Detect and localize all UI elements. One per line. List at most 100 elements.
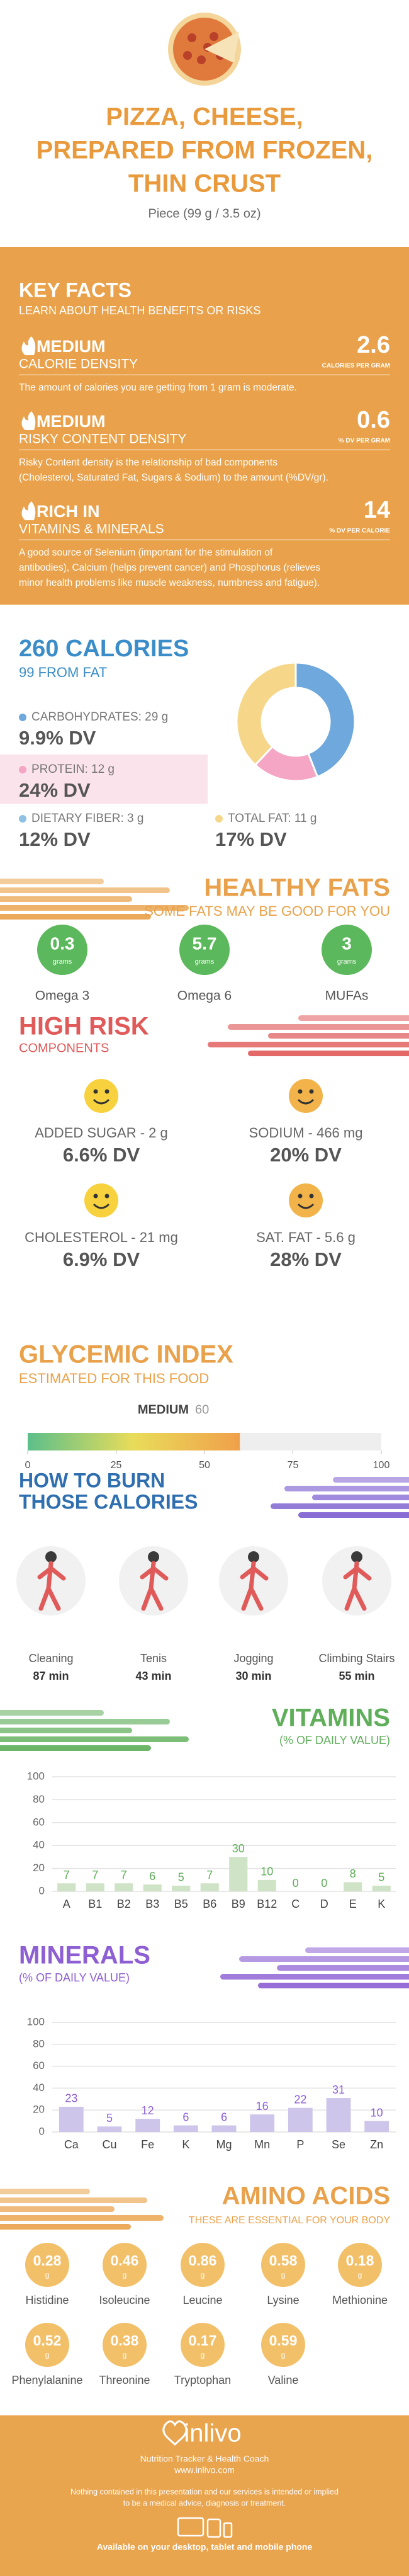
value-label: 0 [321, 1877, 327, 1889]
fact-value: 0.6 [357, 407, 390, 433]
amino-circle [103, 2243, 147, 2287]
value-label: 31 [332, 2083, 345, 2096]
x-tick-label: Mn [254, 2138, 270, 2151]
x-tick-label: P [296, 2138, 304, 2151]
value-label: 6 [221, 2111, 227, 2123]
value-label: 16 [256, 2100, 269, 2112]
section-title: THOSE CALORIES [19, 1490, 198, 1513]
level: RICH IN [36, 502, 100, 521]
value-label: 5 [106, 2112, 113, 2124]
fact-description: (Cholesterol, Saturated Fat, Sugars & So… [19, 472, 328, 483]
fact-unit: CALORIES PER GRAM [322, 363, 390, 370]
smiley [84, 1079, 118, 1113]
y-tick-label: 100 [27, 2015, 45, 2027]
decor-stripe [0, 887, 170, 893]
x-tick-label: B2 [117, 1898, 131, 1910]
value-label: 0 [293, 1877, 299, 1889]
amino-name: Phenylalanine [11, 2374, 82, 2386]
decor-stripe [305, 1947, 409, 1953]
value-label: 12 [142, 2104, 154, 2117]
smiley-eye [298, 1194, 303, 1199]
risk-dv: 6.6% DV [63, 1144, 140, 1166]
section-title: GLYCEMIC INDEX [19, 1341, 233, 1369]
value-label: 10 [371, 2106, 383, 2119]
device-icon [206, 2518, 221, 2538]
amino-name: Histidine [25, 2294, 69, 2306]
section-subtitle: SOME FATS MAY BE GOOD FOR YOU [144, 903, 390, 919]
activity-name: Jogging [233, 1652, 273, 1665]
nutrient-name: DIETARY FIBER: 3 g [31, 812, 143, 825]
fat-circle [322, 925, 372, 975]
fact-unit: % DV PER CALORIE [329, 528, 390, 535]
value-label: 30 [232, 1842, 245, 1855]
amino-value: 0.17 [189, 2332, 217, 2349]
decor-stripe [277, 1965, 409, 1971]
logo-heart [162, 2420, 188, 2446]
amino-unit: g [45, 2271, 50, 2279]
risk-dv: 6.9% DV [63, 1248, 140, 1270]
bar [57, 1883, 76, 1891]
protein-highlight [0, 755, 208, 804]
smiley-mouth [92, 1203, 110, 1209]
risk-name: SODIUM - 466 mg [249, 1125, 363, 1141]
decor-stripe [248, 1051, 409, 1056]
x-tick-label: K [378, 1898, 385, 1910]
key-facts-bg [0, 247, 409, 605]
fat-unit: grams [195, 958, 215, 966]
amino-unit: g [201, 2351, 205, 2359]
amino-circle [181, 2323, 225, 2367]
fat-name: Omega 3 [35, 989, 89, 1003]
gi-level: MEDIUM [138, 1403, 189, 1416]
gi-tick-label: 25 [111, 1460, 122, 1471]
x-tick-label: D [320, 1898, 328, 1910]
gi-tick-label: 100 [373, 1460, 390, 1471]
amino-name: Isoleucine [99, 2294, 150, 2306]
value-label: 5 [378, 1871, 384, 1884]
value-label: 23 [65, 2092, 77, 2105]
bar [326, 2098, 351, 2132]
x-tick-label: Cu [102, 2138, 116, 2151]
amino-name: Leucine [182, 2294, 222, 2306]
x-tick-label: B5 [174, 1898, 188, 1910]
amino-value: 0.46 [111, 2252, 139, 2269]
icon [21, 501, 36, 520]
title: PIZZA, CHEESE, [106, 103, 303, 131]
tagline: Nutrition Tracker & Health Coach [140, 2454, 269, 2464]
fat-value: 5.7 [193, 933, 217, 953]
nutrient-dv: 17% DV [215, 828, 287, 850]
amino-name: Methionine [332, 2294, 388, 2306]
nutrient-dv: 9.9% DV [19, 727, 96, 749]
decor-stripe [0, 1719, 170, 1724]
title: PREPARED FROM FROZEN, [36, 137, 373, 164]
availability: Available on your desktop, tablet and mo… [97, 2542, 313, 2552]
level: MEDIUM [36, 337, 106, 356]
x-tick-label: Se [332, 2138, 345, 2151]
risk-name: SAT. FAT - 5.6 g [256, 1229, 356, 1245]
smiley-eye [93, 1089, 98, 1094]
amino-name: Tryptophan [174, 2374, 231, 2386]
y-tick-label: 20 [33, 2104, 45, 2116]
x-tick-label: Fe [141, 2138, 154, 2151]
activity-body [37, 1561, 66, 1611]
smiley-mouth [92, 1098, 110, 1105]
bar [172, 1885, 191, 1891]
activity-head [148, 1551, 159, 1563]
fat-unit: grams [53, 958, 72, 966]
x-tick-label: B3 [145, 1898, 159, 1910]
bar [86, 1883, 104, 1891]
disclaimer: to be a medical advice, diagnosis or tre… [123, 2499, 286, 2507]
value-label: 7 [92, 1869, 98, 1881]
donut-segment [294, 661, 356, 778]
section-subtitle: THESE ARE ESSENTIAL FOR YOUR BODY [189, 2215, 390, 2226]
smiley-eye [104, 1194, 109, 1199]
amino-unit: g [201, 2271, 205, 2279]
smiley-eye [298, 1089, 303, 1094]
risk-name: CHOLESTEROL - 21 mg [25, 1229, 178, 1245]
y-tick-label: 0 [39, 1884, 45, 1896]
fact-description: antibodies), Calcium (helps prevent canc… [19, 562, 320, 573]
fact-label: CALORIE DENSITY [19, 357, 138, 372]
amino-circle [261, 2243, 305, 2287]
decor-stripe [239, 1956, 409, 1962]
disclaimer: Nothing contained in this presentation a… [70, 2487, 339, 2496]
amino-value: 0.18 [346, 2252, 374, 2269]
